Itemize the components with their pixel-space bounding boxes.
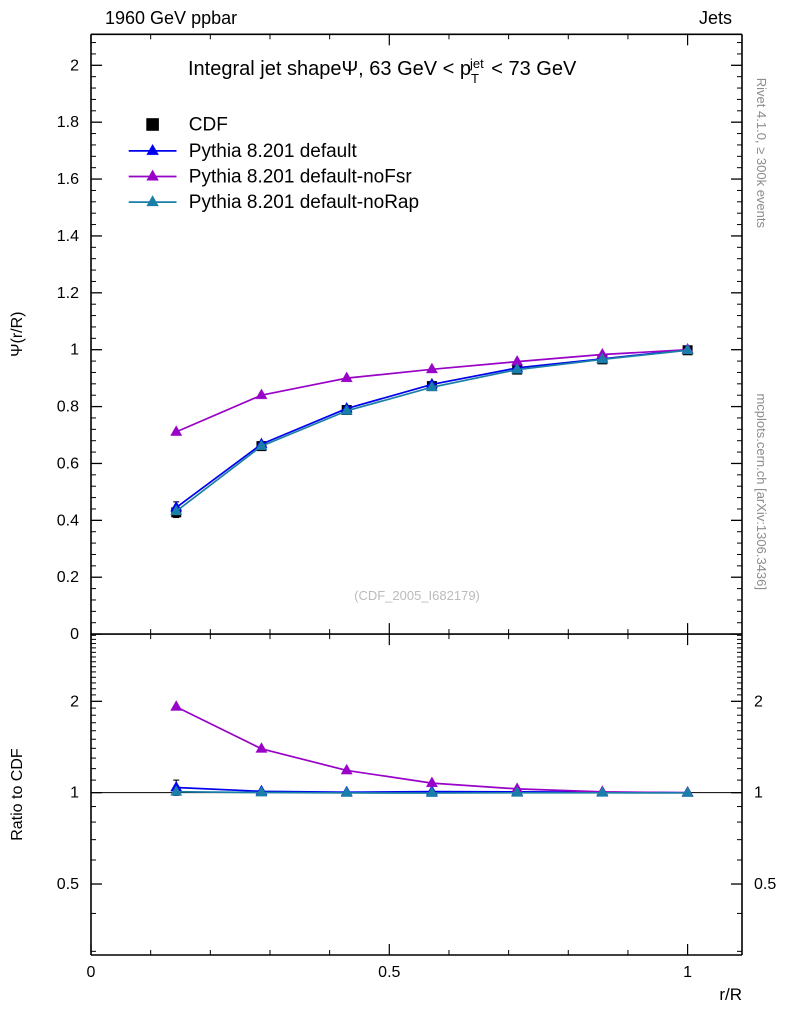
svg-text:2: 2 <box>70 693 79 710</box>
svg-text:Ψ(r/R): Ψ(r/R) <box>9 312 26 357</box>
svg-text:Jets: Jets <box>699 8 732 28</box>
svg-text:1960 GeV ppbar: 1960 GeV ppbar <box>105 8 237 28</box>
svg-text:0.8: 0.8 <box>57 399 79 416</box>
svg-text:0.5: 0.5 <box>378 964 400 981</box>
svg-text:Pythia 8.201 default-noRap: Pythia 8.201 default-noRap <box>189 192 419 213</box>
svg-text:Pythia 8.201 default: Pythia 8.201 default <box>189 141 358 162</box>
svg-text:1: 1 <box>70 785 79 802</box>
svg-text:0: 0 <box>87 964 96 981</box>
svg-text:0.4: 0.4 <box>57 512 79 529</box>
svg-text:Integral jet shapeΨ, 63 GeV <: Integral jet shapeΨ, 63 GeV < pTjet < 73… <box>188 56 577 86</box>
svg-text:r/R: r/R <box>719 985 742 1004</box>
svg-text:mcplots.cern.ch [arXiv:1306.34: mcplots.cern.ch [arXiv:1306.3436] <box>754 393 769 590</box>
svg-text:0.5: 0.5 <box>754 876 776 893</box>
svg-text:1.8: 1.8 <box>57 114 79 131</box>
svg-text:2: 2 <box>754 693 763 710</box>
svg-text:1.2: 1.2 <box>57 285 79 302</box>
svg-text:1: 1 <box>70 342 79 359</box>
svg-text:0.6: 0.6 <box>57 455 79 472</box>
svg-text:1.6: 1.6 <box>57 171 79 188</box>
svg-text:1: 1 <box>754 785 763 802</box>
svg-text:0.5: 0.5 <box>57 876 79 893</box>
svg-text:2: 2 <box>70 57 79 74</box>
svg-text:CDF: CDF <box>189 115 228 136</box>
svg-text:1.4: 1.4 <box>57 228 79 245</box>
svg-text:Ratio to CDF: Ratio to CDF <box>9 748 26 841</box>
svg-text:1: 1 <box>683 964 692 981</box>
svg-text:(CDF_2005_I682179): (CDF_2005_I682179) <box>354 588 480 603</box>
svg-text:Pythia 8.201 default-noFsr: Pythia 8.201 default-noFsr <box>189 167 413 188</box>
svg-text:Rivet 4.1.0, ≥ 300k events: Rivet 4.1.0, ≥ 300k events <box>754 78 769 229</box>
svg-text:0: 0 <box>70 626 79 643</box>
svg-text:0.2: 0.2 <box>57 569 79 586</box>
